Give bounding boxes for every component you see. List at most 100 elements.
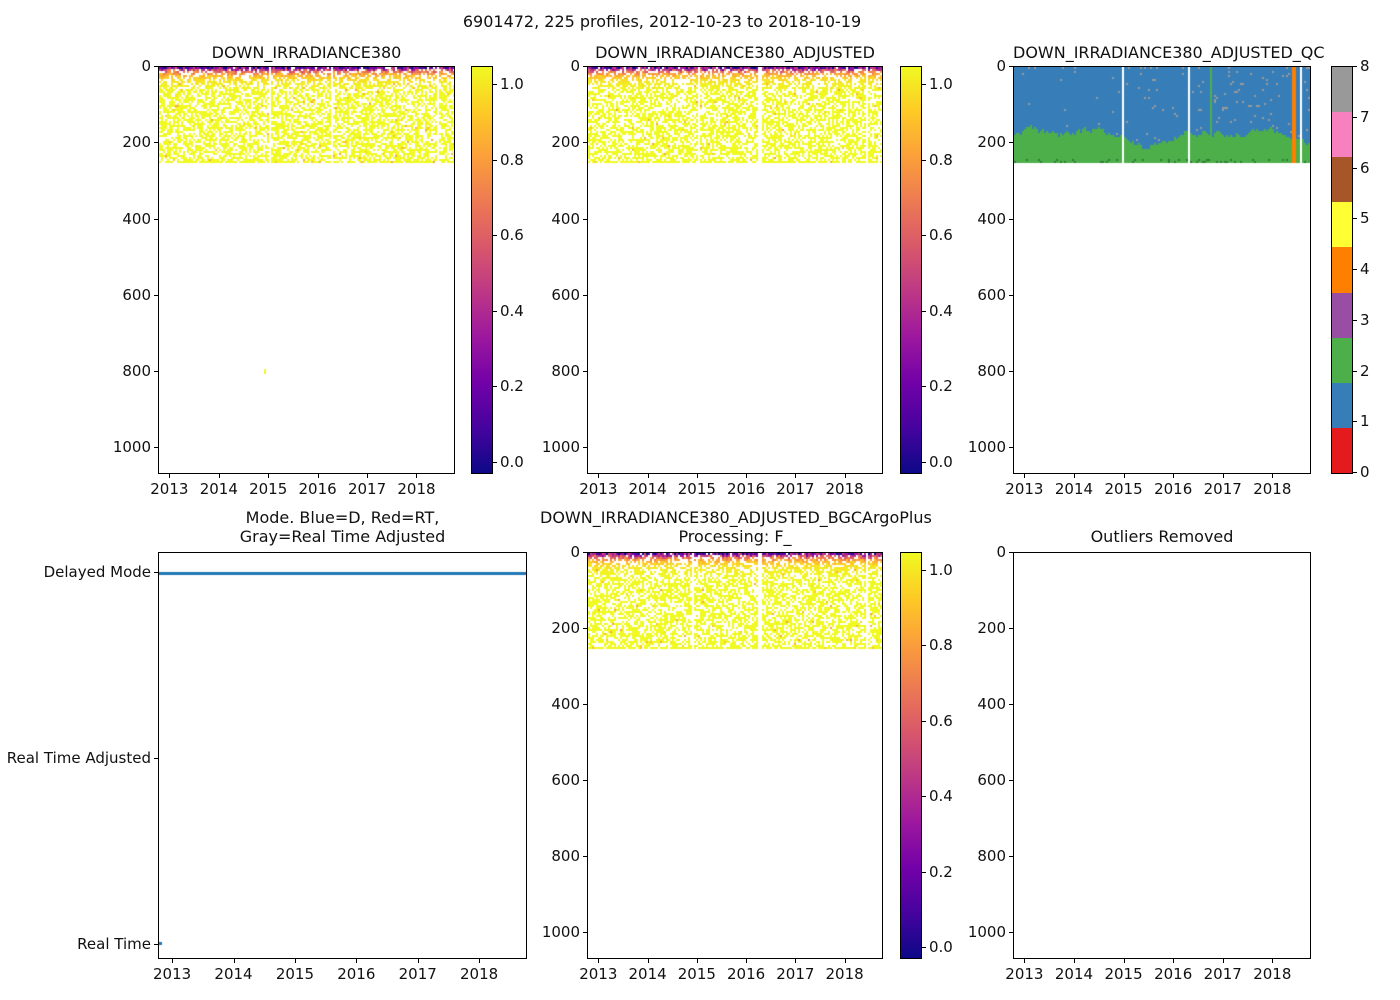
colorbar-tick [922, 947, 926, 948]
x-tick-label: 2015 [677, 480, 716, 498]
x-tick-label: 2017 [776, 965, 815, 983]
x-tick [746, 474, 748, 478]
colorbar-tick-label: 1.0 [500, 75, 524, 93]
colorbar-tick-label: 0.6 [929, 226, 953, 245]
x-tick [844, 474, 846, 478]
y-tick-label: 800 [977, 847, 1006, 866]
x-tick [1123, 474, 1125, 478]
x-tick-label: 2015 [249, 480, 288, 498]
y-tick [583, 628, 587, 630]
x-tick-label: 2013 [153, 965, 192, 983]
x-tick-label: 2017 [347, 480, 387, 498]
y-tick-label: 0 [141, 57, 151, 75]
colorbar-tick-label: 0.2 [929, 862, 953, 881]
panel-title-mode-line2: Gray=Real Time Adjusted [239, 527, 446, 546]
x-tick [844, 959, 846, 963]
x-tick [356, 959, 358, 963]
panel-title-down-irradiance380-adjusted: DOWN_IRRADIANCE380_ADJUSTED [595, 43, 875, 62]
mode-plot-canvas [159, 553, 526, 958]
y-tick-label: 200 [977, 619, 1006, 638]
qc-colorbar-band [1332, 202, 1352, 248]
x-tick [795, 474, 797, 478]
colorbar-tick-label: 0 [1360, 463, 1370, 481]
x-tick-label: 2018 [825, 480, 864, 498]
colorbar-tick [922, 386, 926, 388]
y-tick [1009, 780, 1013, 782]
x-tick-label: 2013 [150, 480, 189, 498]
colorbar-tick [922, 796, 926, 798]
x-tick [317, 474, 319, 478]
colorbar-tick [922, 84, 926, 85]
axes-outliers-removed [1013, 552, 1311, 959]
y-tick [1009, 294, 1013, 296]
y-tick [583, 704, 587, 706]
x-tick [795, 959, 797, 963]
y-tick-label: 1000 [541, 923, 580, 942]
x-tick [1123, 959, 1125, 963]
colorbar-tick [493, 235, 497, 237]
y-tick-label: 0 [570, 57, 580, 75]
colorbar-tick-label: 0.8 [929, 636, 953, 655]
y-tick [1009, 142, 1013, 144]
axes-down-irradiance380-adjusted-qc [1013, 66, 1311, 474]
x-tick-label: 2014 [628, 965, 667, 983]
x-tick-label: 2018 [825, 965, 864, 983]
colorbar-tick-label: 3 [1360, 310, 1370, 329]
x-tick [169, 474, 171, 478]
x-tick [647, 474, 649, 478]
panel-title-down-irradiance380-adjusted-qc: DOWN_IRRADIANCE380_ADJUSTED_QC [1013, 43, 1325, 62]
x-tick-label: 2013 [579, 965, 618, 983]
colorbar-tick [922, 570, 926, 571]
y-tick-label: 600 [977, 285, 1006, 304]
colorbar-tick-label: 2 [1360, 361, 1370, 380]
panel-title-mode: Mode. Blue=D, Red=RT, Gray=Real Time Adj… [158, 508, 527, 546]
colorbar-tick [922, 871, 926, 873]
qc-colorbar-band [1332, 292, 1352, 338]
colorbar-tick [922, 720, 926, 722]
x-tick [746, 959, 748, 963]
y-tick [1009, 66, 1013, 67]
y-tick [154, 142, 158, 144]
x-tick-label: 2013 [1005, 965, 1044, 983]
x-tick-label: 2016 [726, 480, 766, 498]
y-tick-label: Real Time [77, 934, 151, 953]
x-tick [1024, 959, 1026, 963]
y-tick-label: 1000 [541, 438, 580, 457]
y-tick-label: 600 [977, 771, 1006, 790]
x-tick [1073, 474, 1075, 478]
y-tick-label: 200 [551, 619, 580, 638]
colorbar-tick [1353, 421, 1357, 423]
x-tick-label: 2014 [1054, 965, 1094, 983]
x-tick [1272, 959, 1274, 963]
colorbar-tick-label: 0.6 [929, 711, 953, 730]
y-tick [154, 943, 158, 945]
panel-title-outliers-removed: Outliers Removed [1090, 527, 1234, 546]
colorbar-tick-label: 0.2 [929, 377, 953, 396]
y-tick-label: Delayed Mode [43, 563, 151, 582]
colorbar-tick [1353, 66, 1357, 67]
colorbar-tick-label: 0.2 [500, 377, 524, 396]
x-tick [1173, 474, 1175, 478]
y-tick-label: 400 [551, 695, 580, 714]
panel-title-mode-line1: Mode. Blue=D, Red=RT, [245, 508, 440, 527]
qc-colorbar-band [1332, 247, 1352, 293]
x-tick [1222, 474, 1224, 478]
qc-colorbar-band [1332, 427, 1352, 473]
colorbar-tick-label: 8 [1360, 57, 1370, 75]
qc-colorbar-band [1332, 157, 1352, 203]
colorbar-tick-label: 0.0 [500, 453, 524, 471]
panel-title-bgcargoplus-line1: DOWN_IRRADIANCE380_ADJUSTED_BGCArgoPlus [540, 508, 932, 527]
colorbar-tick [922, 159, 926, 161]
y-tick [583, 142, 587, 144]
y-tick [583, 447, 587, 449]
y-tick-label: 800 [122, 362, 151, 381]
x-tick-label: 2017 [776, 480, 815, 498]
x-tick [172, 959, 174, 963]
y-tick-label: 0 [570, 543, 580, 561]
x-tick-label: 2015 [1104, 480, 1143, 498]
x-tick-label: 2016 [726, 965, 766, 983]
colorbar-tick-label: 0.4 [929, 787, 953, 806]
x-tick-label: 2017 [398, 965, 437, 983]
x-tick [367, 474, 369, 478]
colorbar-tick-label: 0.4 [500, 301, 524, 320]
